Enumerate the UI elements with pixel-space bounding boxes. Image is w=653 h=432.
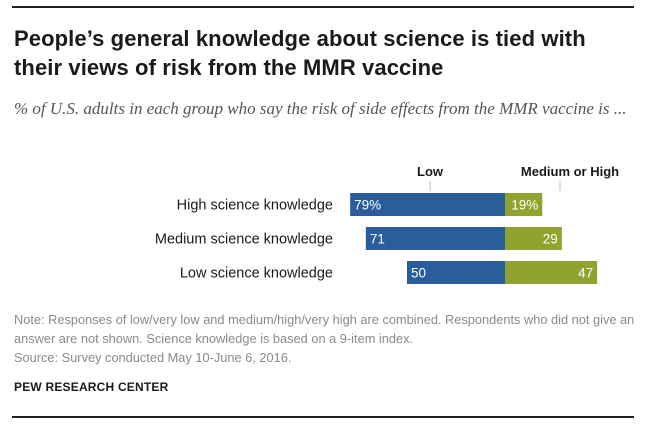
chart-title: People’s general knowledge about science… (14, 26, 586, 80)
category-label: High science knowledge (177, 198, 333, 214)
bar-medium-or-high (505, 227, 562, 250)
legend-low: Low (417, 164, 444, 179)
org-name: PEW RESEARCH CENTER (14, 380, 169, 394)
data-label-medium-or-high: 19% (511, 198, 538, 213)
bar-medium-or-high (505, 193, 543, 216)
bar-low (365, 227, 505, 250)
data-label-low: 71 (370, 232, 385, 247)
category-label: Medium science knowledge (155, 232, 333, 248)
chart-note: Note: Responses of low/very low and medi… (14, 312, 635, 346)
top-rule (12, 6, 634, 8)
diverging-bar-chart: Low Medium or High High science knowledge 7… (155, 164, 619, 284)
data-label-low: 79% (354, 198, 381, 213)
chart-subtitle: % of U.S. adults in each group who say t… (14, 99, 627, 118)
bottom-rule (12, 416, 634, 418)
data-label-medium-or-high: 29 (543, 232, 558, 247)
bar-low (350, 193, 505, 216)
bar-low (407, 261, 505, 284)
legend-medium-or-high: Medium or High (521, 164, 619, 179)
category-label: Low science knowledge (180, 266, 333, 282)
data-label-low: 50 (411, 266, 426, 281)
chart-source: Source: Survey conducted May 10-June 6, … (14, 350, 292, 365)
data-label-medium-or-high: 47 (578, 266, 593, 281)
bar-medium-or-high (505, 261, 598, 284)
